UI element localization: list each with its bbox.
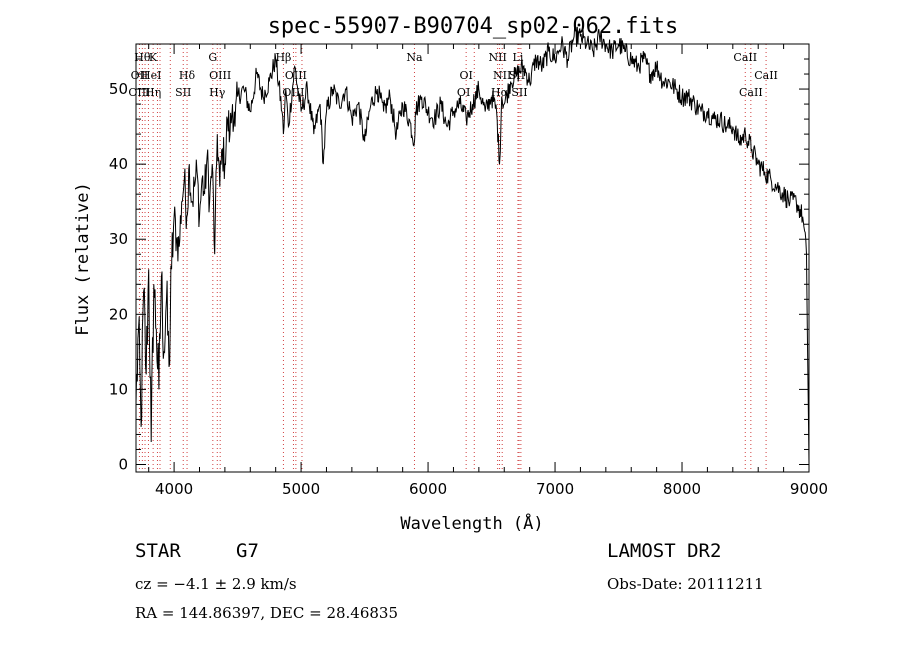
y-tick-label: 30	[109, 230, 128, 248]
line-id-label: OI	[457, 86, 470, 99]
axis-ticks: 4000 5000 6000 7000 8000 9000 0 10 20 30 40 50	[109, 44, 828, 498]
line-id-label: NII	[493, 69, 511, 82]
line-id-label: OIII	[128, 86, 150, 99]
line-id-label: Na	[406, 51, 423, 64]
y-tick-label: 10	[109, 380, 128, 398]
coordinates: RA = 144.86397, DEC = 28.46835	[135, 604, 399, 622]
line-id-label: G	[208, 51, 217, 64]
spectrum-line	[135, 25, 810, 465]
line-id-label: OIII	[285, 69, 307, 82]
line-id-label: HeI	[141, 69, 161, 82]
spectrum-series	[135, 25, 810, 465]
plot-frame	[135, 43, 810, 473]
line-id-label: OIII	[282, 86, 304, 99]
line-id-label: Hδ	[179, 69, 196, 82]
x-tick-label: 6000	[409, 480, 447, 498]
line-markers	[138, 44, 767, 472]
line-id-label: CaII	[739, 86, 763, 99]
redshift-velocity: cz = −4.1 ± 2.9 km/s	[135, 575, 297, 593]
x-tick-label: 7000	[536, 480, 574, 498]
y-tick-label: 0	[118, 455, 128, 473]
x-tick-label: 5000	[282, 480, 320, 498]
line-id-label: Hβ	[275, 51, 291, 64]
object-subclass: G7	[236, 540, 259, 562]
line-id-label: Hγ	[209, 86, 226, 99]
line-id-label: Hη	[145, 86, 161, 99]
line-id-label: OI	[459, 69, 472, 82]
line-labels: HθKOIIHeIOIIIHηHδSIIGOIIIHγHβOIIIOIIINaO…	[128, 51, 778, 99]
y-axis-label: Flux (relative)	[73, 182, 93, 336]
line-id-label: Hα	[491, 86, 509, 99]
y-tick-label: 20	[109, 305, 128, 323]
x-tick-label: 4000	[155, 480, 193, 498]
line-id-label: SII	[509, 69, 525, 82]
line-id-label: CaII	[733, 51, 757, 64]
line-id-label: OIII	[209, 69, 231, 82]
line-id-label: OII	[131, 69, 149, 82]
x-tick-label: 8000	[663, 480, 701, 498]
line-id-label: K	[149, 51, 158, 64]
y-tick-label: 50	[109, 80, 128, 98]
survey-name: LAMOST DR2	[607, 540, 722, 562]
line-id-label: SII	[175, 86, 191, 99]
line-id-label: Hθ	[134, 51, 151, 64]
object-type: STAR	[135, 540, 181, 562]
x-tick-label: 9000	[790, 480, 828, 498]
y-tick-label: 40	[109, 155, 128, 173]
chart-title: spec-55907-B90704_sp02-062.fits	[268, 14, 679, 39]
line-id-label: SII	[511, 86, 527, 99]
line-id-label: NII	[488, 51, 506, 64]
line-id-label: CaII	[754, 69, 778, 82]
x-axis-label: Wavelength (Å)	[400, 512, 543, 534]
observation-date: Obs-Date: 20111211	[607, 575, 764, 593]
line-id-label: Li	[513, 51, 524, 64]
